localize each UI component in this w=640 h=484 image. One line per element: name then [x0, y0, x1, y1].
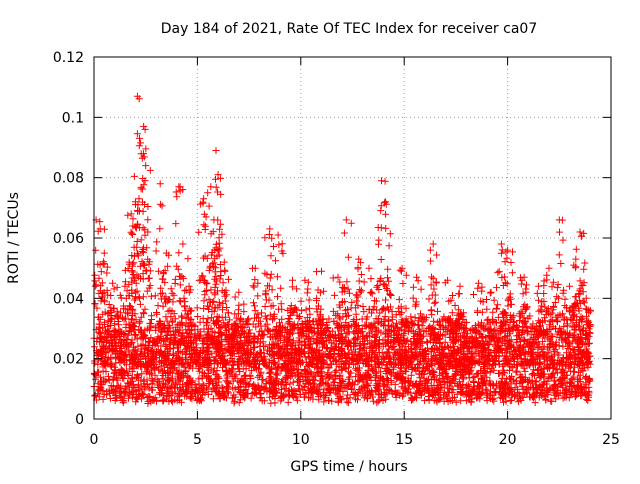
- chart-background: [0, 0, 640, 480]
